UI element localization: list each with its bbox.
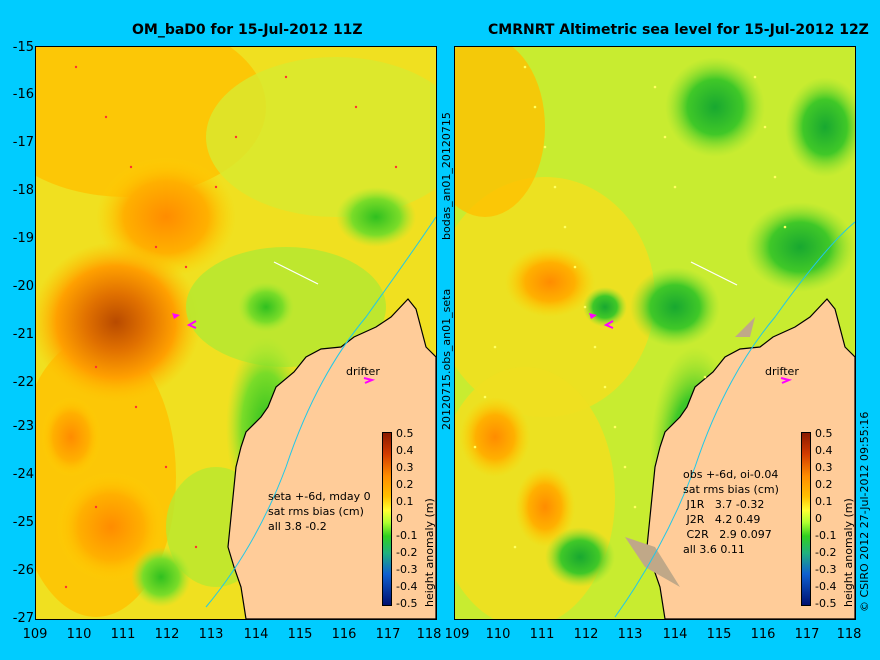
colorbar-tick: -0.3 — [396, 563, 418, 576]
colorbar-tick: 0.1 — [815, 495, 833, 508]
lat-tick: -27 — [12, 611, 34, 626]
colorbar-tick: 0.4 — [396, 444, 414, 457]
lat-tick: -20 — [12, 279, 34, 294]
section-line — [273, 261, 319, 285]
obs-file-label: 20120715.obs_an01_seta — [440, 288, 453, 430]
obs-points — [64, 65, 398, 589]
lon-tick: 109 — [22, 627, 48, 642]
colorbar-label: height anomaly (m) — [842, 498, 855, 607]
colorbar-label: height anomaly (m) — [423, 498, 436, 607]
colorbar-tick: 0.5 — [815, 427, 833, 440]
colorbar-tick: -0.1 — [815, 529, 837, 542]
drifter-label: drifter — [346, 365, 380, 378]
lat-tick: -16 — [12, 87, 34, 102]
credit-text: © CSIRO 2012 27-Jul-2012 09:55:16 — [858, 411, 871, 612]
colorbar-tick: -0.2 — [396, 546, 418, 559]
lat-tick: -25 — [12, 515, 34, 530]
lon-tick: 117 — [794, 627, 820, 642]
colorbar-tick: -0.5 — [396, 597, 418, 610]
colorbar-tick: 0.5 — [396, 427, 414, 440]
lon-tick: 111 — [529, 627, 555, 642]
colorbar-tick: 0.3 — [815, 461, 833, 474]
colorbar-tick: -0.3 — [815, 563, 837, 576]
colorbar-tick: -0.1 — [396, 529, 418, 542]
lon-tick: 109 — [444, 627, 470, 642]
colorbar-tick: -0.4 — [815, 580, 837, 593]
lon-tick: 118 — [836, 627, 862, 642]
lat-tick: -22 — [12, 375, 34, 390]
right-map-title: CMRNRT Altimetric sea level for 15-Jul-2… — [488, 22, 869, 38]
section-line — [690, 261, 738, 286]
lon-tick: 110 — [66, 627, 92, 642]
lon-tick: 115 — [706, 627, 732, 642]
lat-tick: -24 — [12, 467, 34, 482]
altimeter-points — [473, 65, 787, 549]
lon-tick: 110 — [485, 627, 511, 642]
lat-tick: -15 — [12, 40, 34, 55]
lon-tick: 113 — [198, 627, 224, 642]
lat-tick: -23 — [12, 419, 34, 434]
bodas-file-label: bodas_an01_20120715 — [440, 112, 453, 240]
colorbar-tick: -0.2 — [815, 546, 837, 559]
lon-tick: 114 — [662, 627, 688, 642]
colorbar-tick: 0 — [396, 512, 403, 525]
drifter-markers — [172, 313, 376, 384]
shelf-contour — [614, 221, 855, 618]
left-map-title: OM_baD0 for 15-Jul-2012 11Z — [132, 22, 363, 38]
colorbar-tick: 0.1 — [396, 495, 414, 508]
left-stats-box: seta +-6d, mday 0 sat rms bias (cm) all … — [268, 490, 371, 533]
colorbar — [801, 432, 811, 606]
colorbar-tick: 0.3 — [396, 461, 414, 474]
colorbar-tick: 0.2 — [396, 478, 414, 491]
lon-tick: 116 — [750, 627, 776, 642]
lon-tick: 113 — [617, 627, 643, 642]
lat-tick: -21 — [12, 327, 34, 342]
lon-tick: 114 — [243, 627, 269, 642]
colorbar — [382, 432, 392, 606]
right-stats-box: obs +-6d, oi-0.04 sat rms bias (cm) J1R … — [683, 468, 779, 556]
lon-tick: 111 — [110, 627, 136, 642]
lat-tick: -18 — [12, 183, 34, 198]
colorbar-tick: 0.2 — [815, 478, 833, 491]
lon-tick: 117 — [375, 627, 401, 642]
colorbar-tick: 0.4 — [815, 444, 833, 457]
right-map-field — [455, 47, 855, 619]
left-map: drifter seta +-6d, mday 0 sat rms bias (… — [35, 46, 437, 620]
drifter-markers — [589, 313, 793, 384]
lon-tick: 112 — [573, 627, 599, 642]
lat-tick: -17 — [12, 135, 34, 150]
lat-tick: -26 — [12, 563, 34, 578]
lon-tick: 116 — [331, 627, 357, 642]
left-map-field — [36, 47, 436, 619]
right-map: drifter obs +-6d, oi-0.04 sat rms bias (… — [454, 46, 856, 620]
colorbar-tick: -0.5 — [815, 597, 837, 610]
colorbar-tick: -0.4 — [396, 580, 418, 593]
lon-tick: 118 — [416, 627, 442, 642]
shelf-contour — [205, 216, 436, 608]
lat-tick: -19 — [12, 231, 34, 246]
drifter-label: drifter — [765, 365, 799, 378]
colorbar-tick: 0 — [815, 512, 822, 525]
lon-tick: 112 — [154, 627, 180, 642]
lon-tick: 115 — [287, 627, 313, 642]
